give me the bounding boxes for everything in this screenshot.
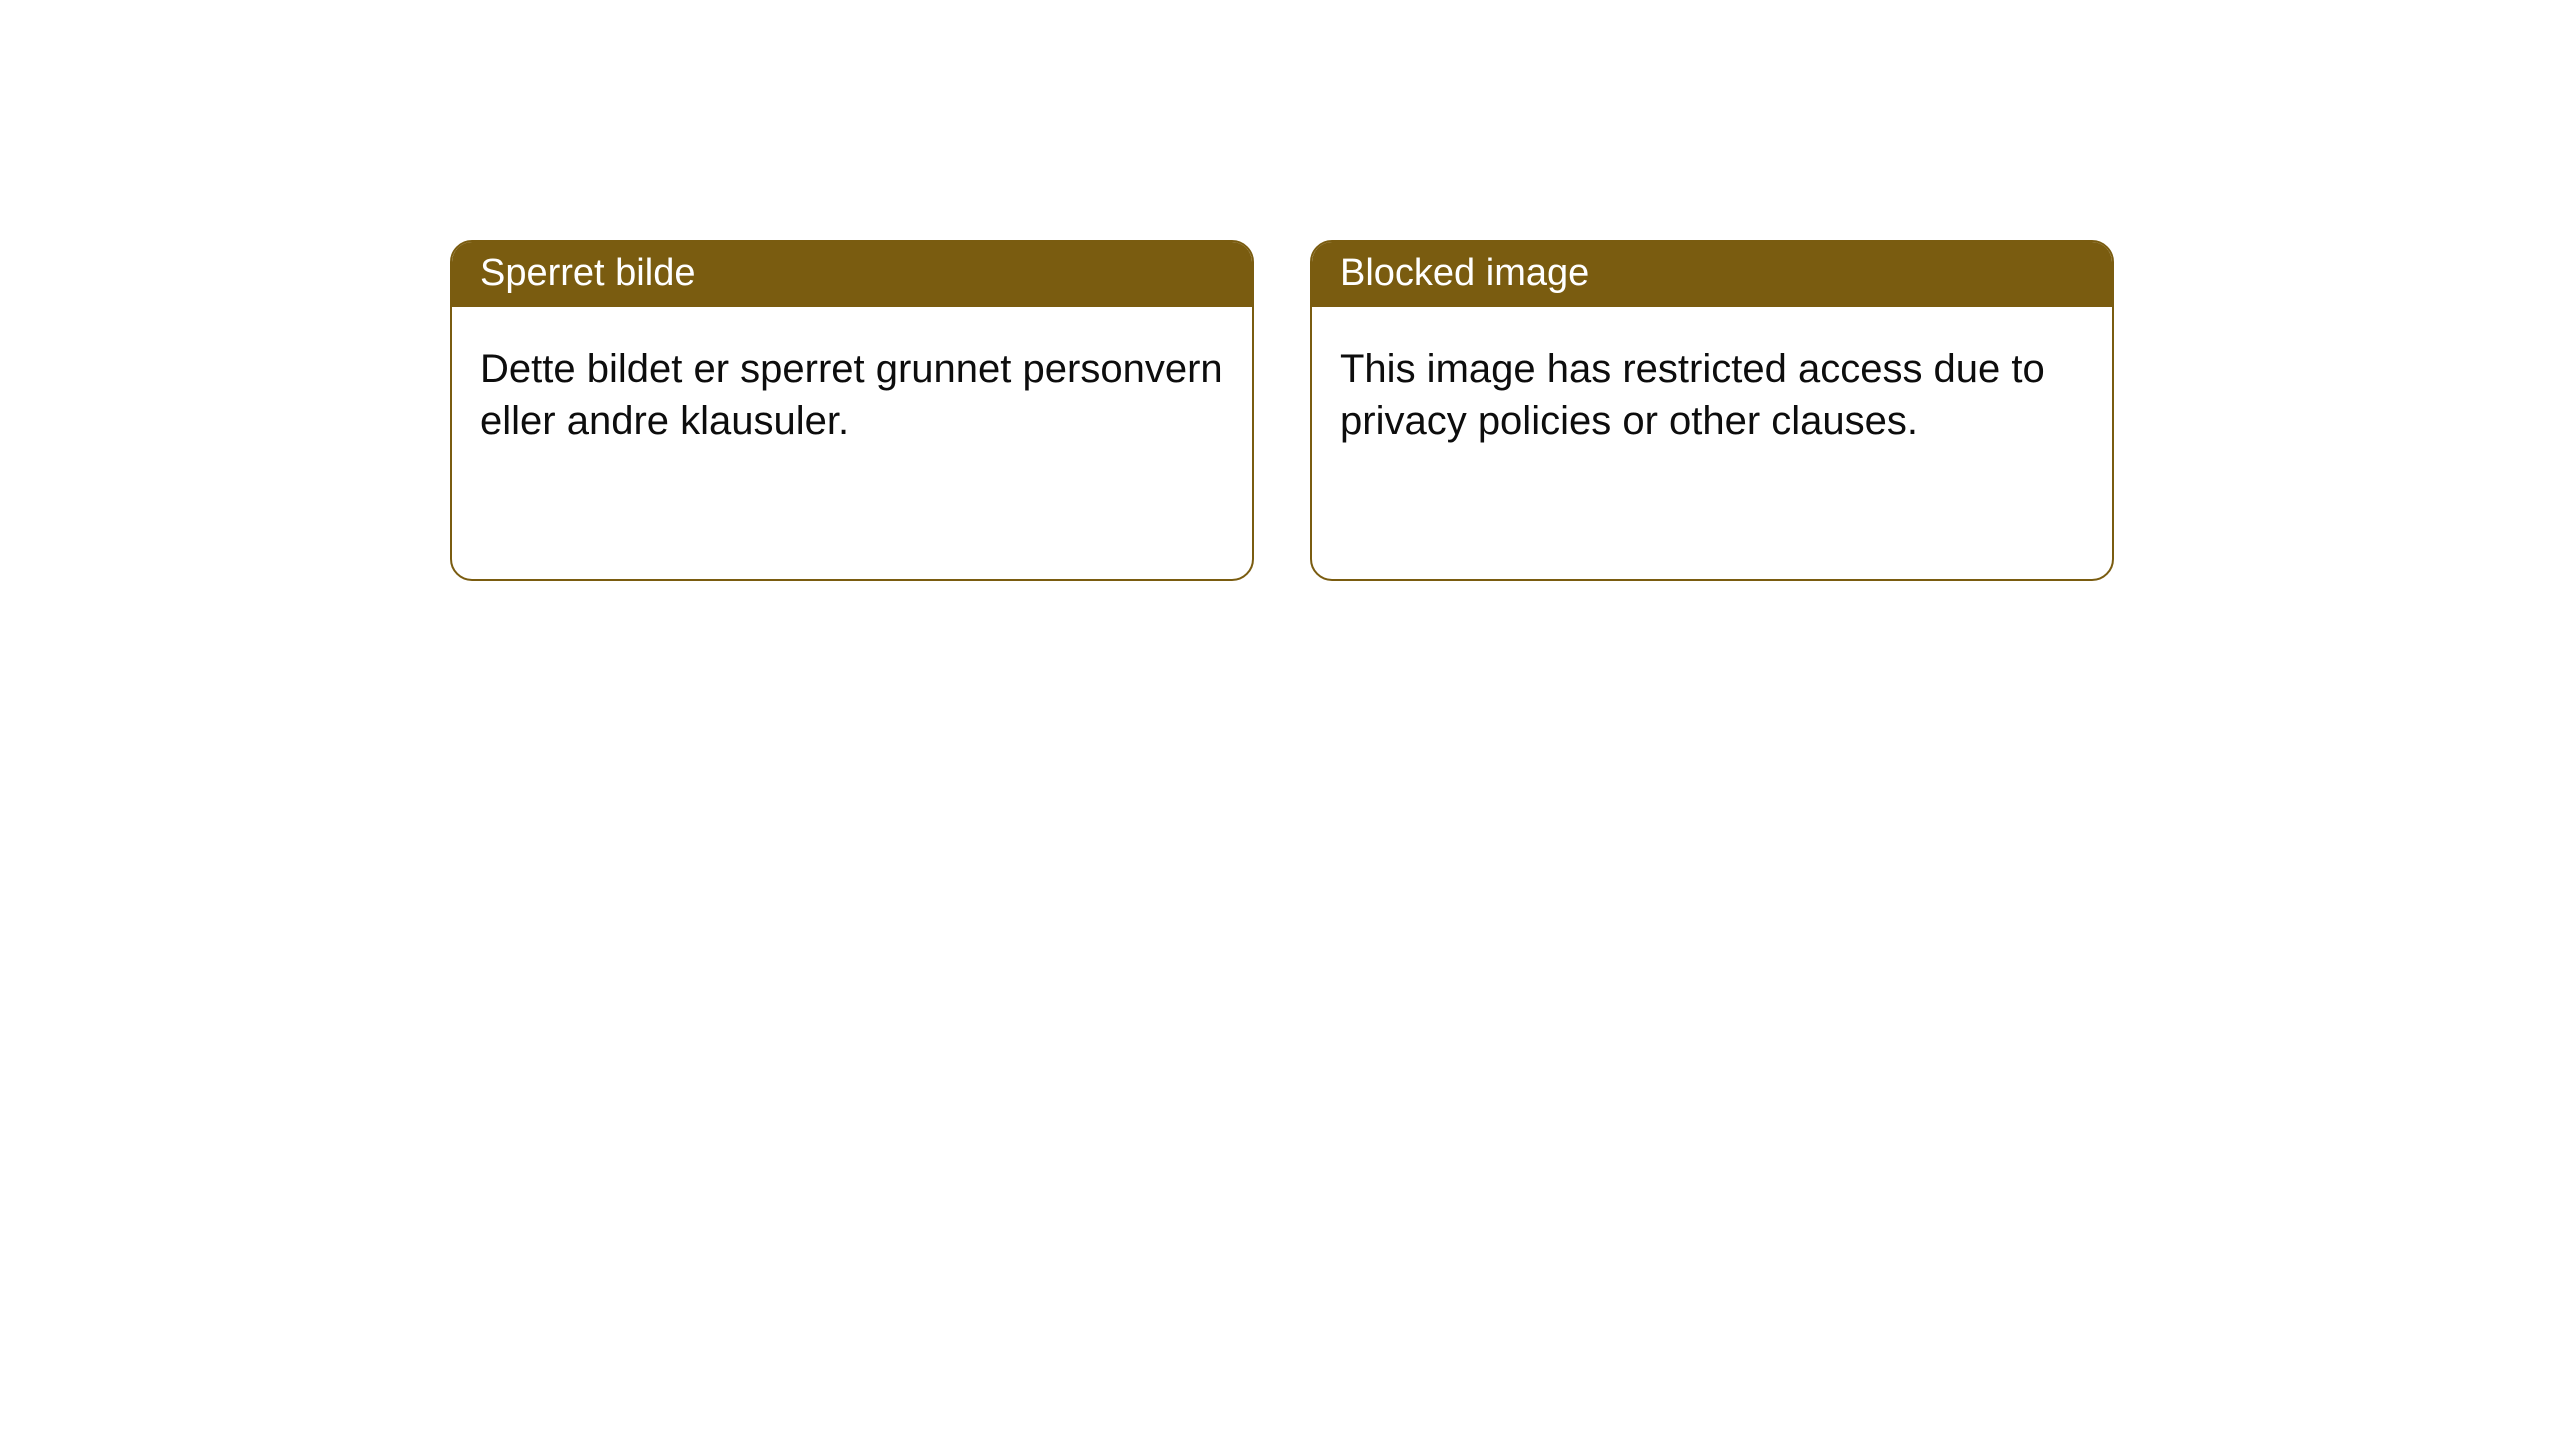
notice-card-body: This image has restricted access due to … <box>1312 307 2112 579</box>
notice-card-title: Sperret bilde <box>452 242 1252 307</box>
notice-card-title: Blocked image <box>1312 242 2112 307</box>
notice-card-norwegian: Sperret bilde Dette bildet er sperret gr… <box>450 240 1254 581</box>
notice-card-english: Blocked image This image has restricted … <box>1310 240 2114 581</box>
notice-cards-row: Sperret bilde Dette bildet er sperret gr… <box>0 0 2560 581</box>
notice-card-body: Dette bildet er sperret grunnet personve… <box>452 307 1252 579</box>
